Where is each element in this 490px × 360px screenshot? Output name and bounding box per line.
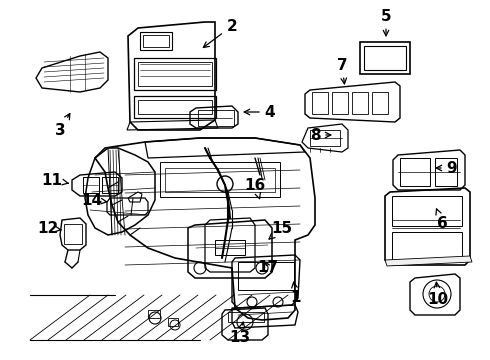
Bar — [310, 130, 340, 146]
Text: 3: 3 — [55, 114, 70, 138]
Text: 16: 16 — [245, 177, 266, 199]
Text: 5: 5 — [381, 9, 392, 36]
Polygon shape — [385, 256, 472, 266]
Text: 17: 17 — [257, 261, 278, 275]
Bar — [238, 262, 294, 290]
Bar — [435, 158, 457, 186]
Bar — [352, 92, 368, 114]
Bar — [215, 240, 245, 255]
Bar — [134, 58, 216, 90]
Bar — [83, 177, 99, 193]
Bar — [372, 92, 388, 114]
Text: 4: 4 — [244, 104, 275, 120]
Bar — [168, 318, 178, 326]
Bar — [143, 35, 169, 47]
Bar — [134, 96, 216, 118]
Bar — [312, 92, 328, 114]
Bar — [360, 42, 410, 74]
Bar — [392, 232, 462, 260]
Text: 7: 7 — [337, 58, 347, 84]
Text: 10: 10 — [427, 282, 448, 307]
Bar — [198, 110, 234, 126]
Text: 11: 11 — [42, 172, 68, 188]
Bar — [140, 32, 172, 50]
Bar — [400, 158, 430, 186]
Text: 14: 14 — [81, 193, 107, 207]
Text: 9: 9 — [436, 161, 457, 176]
Bar — [138, 100, 212, 114]
Bar — [364, 46, 406, 70]
Text: 2: 2 — [203, 18, 237, 48]
Bar — [160, 162, 280, 197]
Bar — [138, 62, 212, 86]
Bar — [392, 196, 462, 226]
Text: 12: 12 — [37, 220, 61, 235]
Bar — [148, 310, 160, 318]
Text: 8: 8 — [310, 127, 331, 143]
Text: 15: 15 — [269, 220, 293, 239]
Text: 13: 13 — [229, 322, 250, 346]
Bar — [64, 224, 82, 244]
Bar — [228, 312, 264, 322]
Bar — [102, 177, 118, 193]
Bar — [332, 92, 348, 114]
Text: 1: 1 — [291, 282, 301, 306]
Text: 6: 6 — [436, 209, 447, 230]
Bar — [165, 168, 275, 192]
